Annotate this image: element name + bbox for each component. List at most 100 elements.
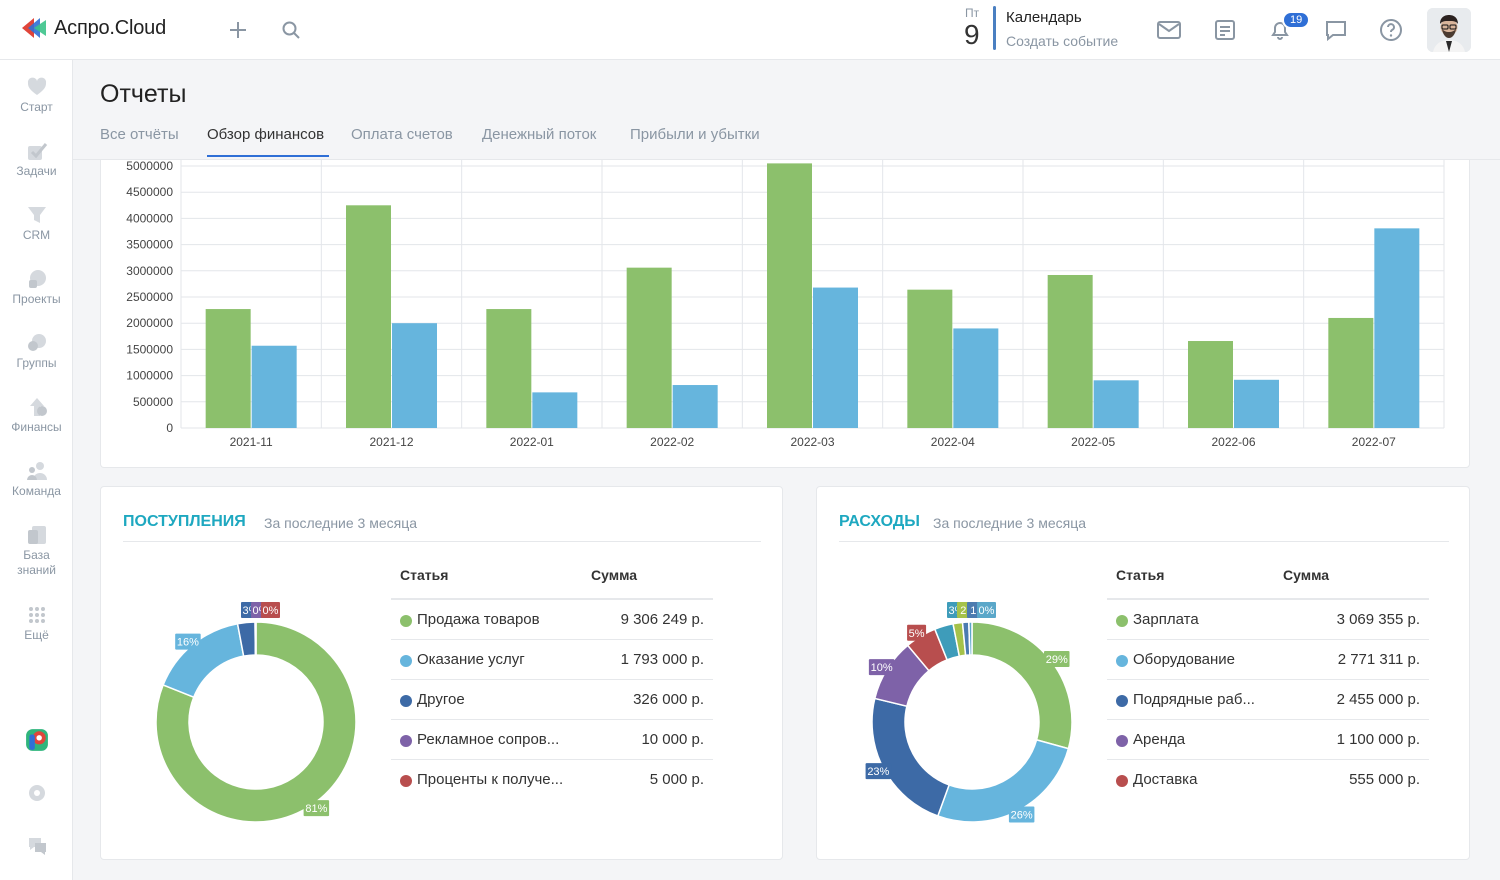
search-icon — [282, 21, 300, 39]
user-avatar[interactable] — [1427, 8, 1471, 52]
slice-label: 5% — [909, 628, 925, 640]
sidebar-brand-app-button[interactable] — [0, 728, 73, 754]
active-tab-indicator — [207, 155, 329, 157]
bar — [1374, 228, 1420, 428]
row-sum: 1 793 000 р. — [620, 651, 704, 668]
create-event-link[interactable]: Создать событие — [1006, 33, 1119, 49]
sidebar-item-start[interactable]: Старт — [0, 76, 73, 115]
tab-all-reports[interactable]: Все отчёты — [100, 126, 179, 143]
expenses-card: РАСХОДЫ За последние 3 месяца 29% 26% 23% 1… — [816, 486, 1470, 860]
notifications-badge: 19 — [1282, 11, 1311, 29]
x-tick-label: 2022-02 — [650, 435, 694, 449]
messages-button[interactable] — [1323, 17, 1349, 43]
bar — [392, 323, 437, 428]
table-row[interactable]: Аренда 1 100 000 р. — [1107, 720, 1429, 760]
bar — [486, 309, 532, 428]
table-row[interactable]: Проценты к получе... 5 000 р. — [391, 760, 713, 800]
slice-label-badge — [865, 763, 892, 780]
series-color-dot — [1116, 655, 1128, 667]
tab-invoice-payment[interactable]: Оплата счетов — [351, 126, 453, 143]
sidebar-support-button[interactable] — [0, 834, 73, 858]
series-color-dot — [400, 695, 412, 707]
logo-mark-icon — [22, 18, 46, 38]
mail-button[interactable] — [1156, 17, 1182, 43]
sidebar-item-tasks[interactable]: Задачи — [0, 140, 73, 179]
sidebar-item-label: Группы — [16, 356, 57, 370]
income-expense-bar-chart: 0 500000 1000000 1500000 2000000 2500000 30000… — [126, 156, 1445, 449]
sidebar-item-knowledge[interactable]: База знаний — [0, 524, 73, 578]
check-icon — [27, 143, 47, 160]
add-button[interactable] — [226, 18, 250, 42]
bar — [1047, 274, 1093, 428]
slice-label: 2 — [960, 605, 966, 617]
y-tick-label: 5000000 — [126, 159, 173, 173]
more-icon — [28, 607, 45, 623]
notifications-button[interactable] — [1267, 17, 1293, 43]
row-sum: 5 000 р. — [649, 771, 704, 788]
slice-label-badge — [303, 800, 330, 817]
series-color-dot — [400, 735, 412, 747]
slice-label-badge — [261, 602, 280, 618]
table-row[interactable]: Подрядные раб... 2 455 000 р. — [1107, 680, 1429, 720]
column-header-item: Статья — [400, 567, 449, 583]
row-name: Подрядные раб... — [1133, 691, 1255, 708]
income-donut-chart: 81%16%3%0%0% — [155, 602, 357, 823]
x-tick-label: 2022-05 — [1071, 435, 1115, 449]
series-color-dot — [400, 775, 412, 787]
table-row[interactable]: Зарплата 3 069 355 р. — [1107, 600, 1429, 640]
y-tick-label: 4500000 — [126, 185, 173, 199]
sidebar-item-more[interactable]: Ещё — [0, 604, 73, 643]
sidebar-item-crm[interactable]: CRM — [0, 204, 73, 243]
table-row[interactable]: Другое 326 000 р. — [391, 680, 713, 720]
knowledge-icon — [27, 526, 46, 544]
series-color-dot — [1116, 735, 1128, 747]
table-row[interactable]: Оказание услуг 1 793 000 р. — [391, 640, 713, 680]
calendar-day-number: 9 — [964, 19, 980, 50]
sidebar-item-label: Задачи — [16, 164, 57, 178]
column-header-item: Статья — [1116, 567, 1165, 583]
income-expense-chart-card: 0 500000 1000000 1500000 2000000 2500000 30000… — [100, 150, 1470, 468]
sidebar-item-label: Ещё — [24, 628, 49, 642]
series-color-dot — [400, 615, 412, 627]
bar — [767, 163, 812, 428]
expenses-subtitle: За последние 3 месяца — [933, 515, 1087, 531]
sidebar-item-team[interactable]: Команда — [0, 460, 73, 499]
donut-slice — [968, 621, 973, 656]
sidebar-item-label: База знаний — [17, 548, 56, 577]
notes-button[interactable] — [1212, 17, 1238, 43]
help-button[interactable] — [1378, 17, 1404, 43]
divider — [839, 541, 1449, 542]
tab-finance-overview[interactable]: Обзор финансов — [207, 126, 325, 143]
search-button[interactable] — [279, 18, 303, 42]
sidebar-item-label: Старт — [20, 100, 53, 114]
x-tick-label: 2022-06 — [1211, 435, 1255, 449]
tab-profit-loss[interactable]: Прибыли и убытки — [630, 126, 760, 143]
expenses-title: РАСХОДЫ — [839, 513, 920, 530]
bar — [813, 287, 858, 428]
sidebar-item-label: Проекты — [12, 292, 61, 306]
y-tick-label: 0 — [166, 421, 173, 435]
app-logo[interactable]: Аспро.Cloud — [20, 16, 166, 40]
page-header: Отчеты Все отчёты Обзор финансов Оплата … — [73, 60, 1500, 160]
x-tick-label: 2022-01 — [510, 435, 554, 449]
table-row[interactable]: Рекламное сопров... 10 000 р. — [391, 720, 713, 760]
slice-label-badge — [175, 633, 201, 650]
row-name: Оказание услуг — [417, 651, 525, 668]
row-name: Доставка — [1133, 771, 1198, 788]
page-title: Отчеты — [100, 80, 187, 108]
series-color-dot — [1116, 615, 1128, 627]
header-divider — [391, 598, 713, 600]
x-tick-label: 2022-07 — [1352, 435, 1396, 449]
sidebar-item-projects[interactable]: Проекты — [0, 268, 73, 307]
sidebar-item-groups[interactable]: Группы — [0, 332, 73, 371]
table-row[interactable]: Оборудование 2 771 311 р. — [1107, 640, 1429, 680]
bar — [251, 345, 297, 428]
table-row[interactable]: Доставка 555 000 р. — [1107, 760, 1429, 800]
table-row[interactable]: Продажа товаров 9 306 249 р. — [391, 600, 713, 640]
row-sum: 3 069 355 р. — [1336, 611, 1420, 628]
column-header-sum: Сумма — [1283, 567, 1330, 583]
sidebar-item-finance[interactable]: Финансы — [0, 396, 73, 435]
bar — [1328, 317, 1374, 428]
sidebar-settings-button[interactable] — [0, 782, 73, 806]
tab-cash-flow[interactable]: Денежный поток — [482, 126, 597, 143]
